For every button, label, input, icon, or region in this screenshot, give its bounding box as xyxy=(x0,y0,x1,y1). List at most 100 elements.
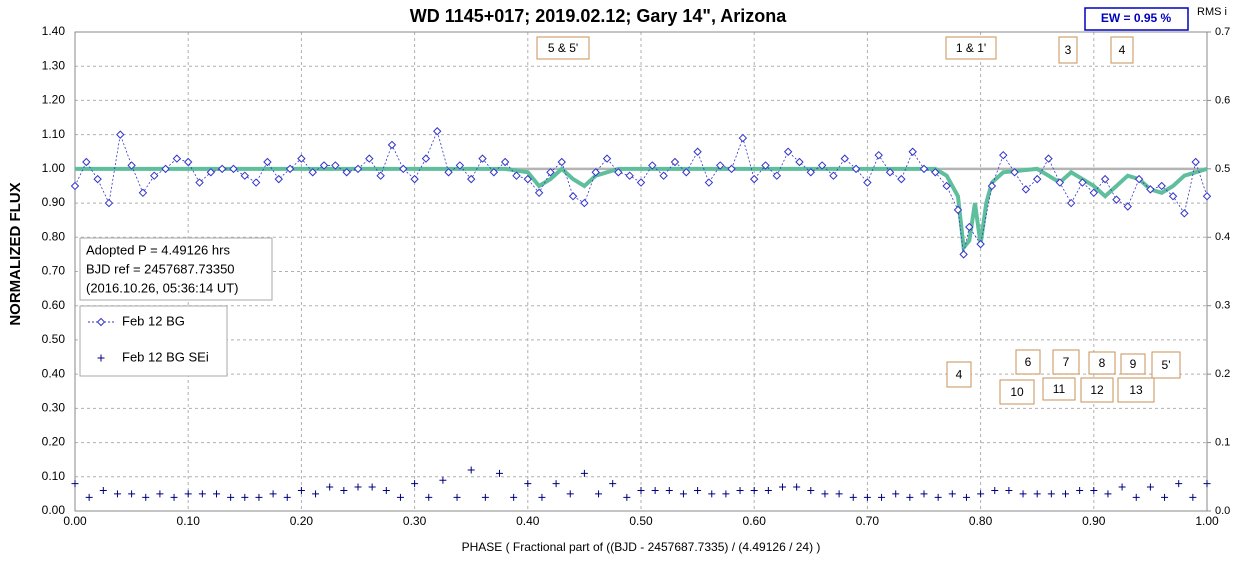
data-point xyxy=(625,171,634,180)
annotation-box xyxy=(1058,36,1078,64)
data-point xyxy=(580,469,588,477)
data-point xyxy=(1010,168,1019,177)
data-point xyxy=(874,150,883,160)
data-point xyxy=(835,490,843,498)
y-tick-label: 0.80 xyxy=(42,229,66,243)
data-point xyxy=(1146,483,1154,491)
data-point xyxy=(353,164,363,174)
data-point xyxy=(263,157,272,167)
data-point xyxy=(736,486,744,494)
y-tick-label: 0.90 xyxy=(42,195,66,209)
data-point xyxy=(1175,480,1183,488)
data-point xyxy=(274,174,283,184)
y2-tick-label: 0.3 xyxy=(1215,300,1230,312)
data-point xyxy=(365,154,374,163)
data-point xyxy=(312,490,320,498)
data-point xyxy=(999,150,1008,160)
annotation-label: 10 xyxy=(1010,385,1024,399)
y-tick-label: 0.10 xyxy=(42,469,66,483)
data-point xyxy=(934,493,942,501)
data-point xyxy=(920,490,928,498)
data-point xyxy=(481,493,489,501)
data-point xyxy=(331,161,340,170)
data-point xyxy=(665,486,673,494)
data-point xyxy=(138,188,148,198)
data-point xyxy=(382,486,390,494)
x-tick-label: 0.50 xyxy=(629,514,653,528)
data-point xyxy=(987,181,997,191)
y-tick-label: 1.00 xyxy=(42,161,66,175)
data-point xyxy=(538,493,546,501)
data-point xyxy=(623,493,631,501)
data-point xyxy=(308,168,317,177)
data-point xyxy=(552,480,560,488)
x-tick-label: 1.00 xyxy=(1195,514,1219,528)
data-point xyxy=(738,133,748,143)
data-point xyxy=(885,168,895,177)
data-point xyxy=(779,483,786,491)
data-point xyxy=(1062,490,1069,498)
data-point xyxy=(387,140,397,150)
x-tick-label: 0.00 xyxy=(63,514,87,528)
data-point xyxy=(1118,483,1126,491)
y2-tick-label: 0.1 xyxy=(1215,436,1230,448)
y-tick-label: 0.50 xyxy=(42,332,66,346)
y-tick-label: 0.30 xyxy=(42,401,66,415)
x-tick-label: 0.90 xyxy=(1082,514,1106,528)
data-point xyxy=(500,157,510,167)
data-point xyxy=(1191,157,1200,167)
data-point xyxy=(1033,490,1041,498)
annotation-box xyxy=(999,379,1035,405)
data-point xyxy=(368,483,376,491)
y-axis-label: NORMALIZED FLUX xyxy=(7,182,24,325)
data-point xyxy=(1044,154,1053,163)
data-point xyxy=(128,490,136,498)
annotation-label: 12 xyxy=(1090,383,1104,397)
data-point xyxy=(806,168,816,177)
info-box xyxy=(79,237,273,301)
data-point xyxy=(637,486,645,494)
data-point xyxy=(764,486,772,494)
data-point xyxy=(319,161,329,170)
data-point xyxy=(906,493,914,501)
data-point xyxy=(591,168,600,177)
data-point xyxy=(602,154,612,163)
data-point xyxy=(399,164,408,174)
data-point xyxy=(783,147,793,156)
data-point xyxy=(142,493,150,501)
data-point xyxy=(1055,178,1065,187)
data-point xyxy=(534,188,544,198)
data-point xyxy=(342,168,351,177)
data-point xyxy=(213,490,220,498)
data-point xyxy=(892,490,900,498)
data-point xyxy=(297,486,305,494)
data-point xyxy=(127,161,136,170)
data-point xyxy=(251,178,261,187)
data-point xyxy=(851,164,861,174)
data-point xyxy=(444,168,453,177)
annotation-box xyxy=(946,361,972,388)
y-tick-label: 1.40 xyxy=(42,24,66,38)
y2-tick-label: 0.6 xyxy=(1215,94,1230,106)
annotation-box xyxy=(1151,351,1181,379)
data-point xyxy=(411,480,419,488)
data-point xyxy=(467,466,475,474)
data-point xyxy=(1089,188,1099,198)
data-point xyxy=(908,147,917,156)
annotation-box xyxy=(536,36,590,60)
data-point xyxy=(821,490,829,498)
data-point xyxy=(496,469,503,477)
data-point xyxy=(217,164,227,174)
data-point xyxy=(693,147,702,156)
y-tick-label: 0.70 xyxy=(42,264,66,278)
data-point xyxy=(694,486,702,494)
info-line: (2016.10.26, 05:36:14 UT) xyxy=(86,280,239,295)
x-tick-label: 0.70 xyxy=(856,514,880,528)
data-point xyxy=(70,181,80,191)
data-point xyxy=(1021,185,1031,194)
annotation-box xyxy=(1042,377,1076,401)
annotation-label: 8 xyxy=(1099,356,1106,370)
data-point xyxy=(439,476,447,484)
legend xyxy=(79,305,228,377)
data-point xyxy=(580,198,589,208)
